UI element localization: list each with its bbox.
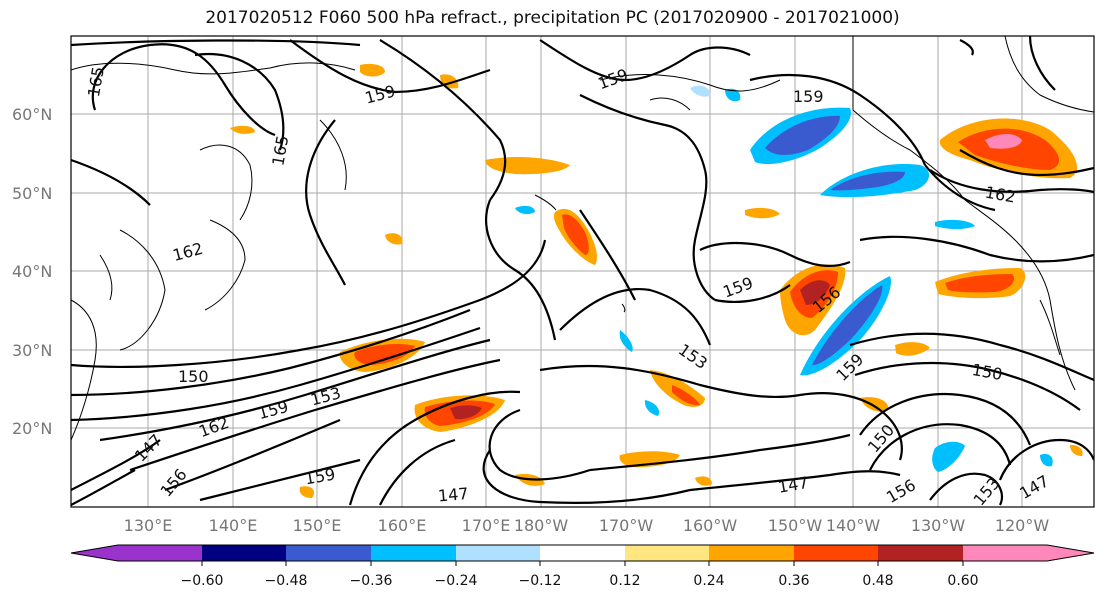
colorbar-cell [709,545,794,561]
lon-label: 150°E [293,516,342,535]
colorbar-tick-label: 0.12 [609,573,640,589]
colorbar-tick-label: −0.24 [435,573,478,589]
contour-label: 159 [793,87,824,106]
colorbar-cell [540,545,625,561]
colorbar: −0.60 −0.48 −0.36 −0.24 −0.12 0.12 0.24 … [70,544,1095,589]
colorbar-tick-label: −0.12 [519,573,562,589]
colorbar-cell [71,545,202,561]
lon-label: 150°W [768,516,823,535]
colorbar-ticks [201,561,964,566]
lon-label: 120°W [995,516,1050,535]
colorbar-tick-label: 0.36 [778,573,809,589]
lat-label: 50°N [12,184,52,203]
lat-label: 40°N [12,262,52,281]
lat-label: 20°N [12,419,52,438]
map-title: 2017020512 F060 500 hPa refract., precip… [205,8,900,28]
colorbar-cell [456,545,540,561]
colorbar-cell [202,545,286,561]
colorbar-cell [286,545,371,561]
lon-label: 160°E [378,516,427,535]
lon-label: 140°E [209,516,258,535]
lon-axis: 130°E 140°E 150°E 160°E 170°E 180°W 170°… [124,516,1050,535]
colorbar-tick-label: −0.60 [181,573,224,589]
lon-label: 180°W [514,516,569,535]
lon-label: 170°E [462,516,511,535]
lon-label: 130°E [124,516,173,535]
colorbar-outline [70,544,1095,562]
colorbar-cell [963,545,1094,561]
lon-label: 160°W [683,516,738,535]
colorbar-cell [878,545,963,561]
lat-label: 60°N [12,105,52,124]
colorbar-tick-label: 0.48 [862,573,893,589]
colorbar-tick-label: −0.48 [265,573,308,589]
colorbar-tick-label: −0.36 [350,573,393,589]
lon-label: 170°W [599,516,654,535]
colorbar-cell [794,545,878,561]
coastlines [71,36,1094,441]
map-frame [70,35,1095,508]
colorbar-tick-label: 0.24 [693,573,724,589]
colorbar-tick-label: 0.60 [947,573,978,589]
colorbar-cell [625,545,709,561]
lon-label: 130°W [911,516,966,535]
contour-label: 147 [437,484,469,506]
lat-axis: 60°N 50°N 40°N 30°N 20°N [12,105,52,438]
contour-label: 150 [178,367,209,386]
lat-label: 30°N [12,341,52,360]
contours [71,36,1094,506]
colorbar-cell [371,545,456,561]
lon-label: 140°W [826,516,881,535]
